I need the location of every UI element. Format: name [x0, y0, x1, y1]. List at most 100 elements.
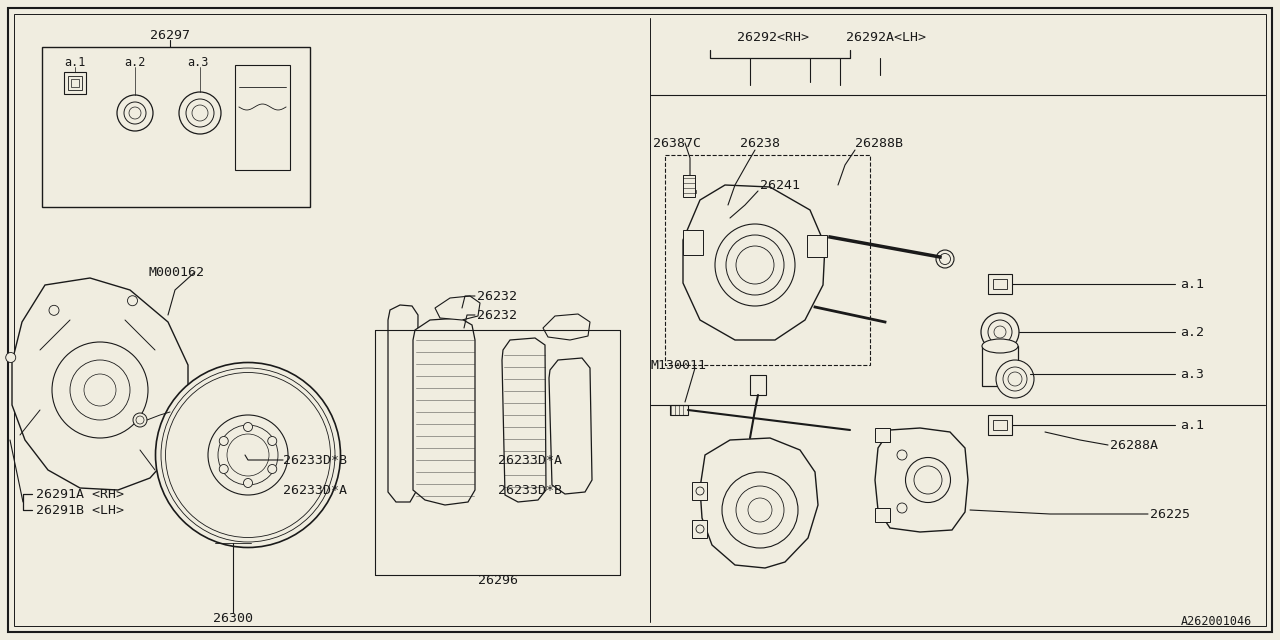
- Bar: [982, 346, 1018, 386]
- Ellipse shape: [165, 372, 330, 538]
- Text: a.1: a.1: [1180, 278, 1204, 291]
- Bar: [684, 175, 695, 197]
- Text: M000162: M000162: [148, 266, 204, 278]
- Ellipse shape: [721, 218, 730, 226]
- Text: 26288A: 26288A: [1110, 438, 1158, 451]
- Ellipse shape: [5, 353, 15, 362]
- Polygon shape: [876, 428, 968, 532]
- Ellipse shape: [116, 95, 154, 131]
- Circle shape: [84, 374, 116, 406]
- Polygon shape: [700, 438, 818, 568]
- Ellipse shape: [905, 458, 951, 502]
- Ellipse shape: [124, 102, 146, 124]
- Ellipse shape: [268, 436, 276, 445]
- Polygon shape: [435, 296, 480, 320]
- Bar: [684, 175, 692, 178]
- Bar: [68, 76, 82, 90]
- Text: 26232: 26232: [477, 308, 517, 321]
- Bar: [988, 274, 1012, 294]
- Bar: [685, 187, 695, 190]
- Text: 26233D*B: 26233D*B: [283, 454, 347, 467]
- Ellipse shape: [726, 235, 785, 295]
- Text: 26292<RH>: 26292<RH>: [737, 31, 809, 44]
- Ellipse shape: [897, 450, 908, 460]
- Ellipse shape: [268, 465, 276, 474]
- Ellipse shape: [1004, 367, 1027, 391]
- Polygon shape: [543, 314, 590, 340]
- Text: 26232: 26232: [477, 289, 517, 303]
- Ellipse shape: [161, 368, 335, 542]
- Text: a.1: a.1: [64, 56, 86, 68]
- Ellipse shape: [1009, 372, 1021, 386]
- Bar: [684, 181, 694, 184]
- Ellipse shape: [718, 215, 732, 229]
- Text: 26300: 26300: [212, 611, 253, 625]
- Ellipse shape: [155, 362, 340, 547]
- Ellipse shape: [988, 320, 1012, 344]
- Bar: [988, 415, 1012, 435]
- Polygon shape: [502, 338, 547, 502]
- Ellipse shape: [186, 99, 214, 127]
- Ellipse shape: [136, 416, 145, 424]
- Bar: [669, 405, 689, 415]
- Text: 26297: 26297: [150, 29, 189, 42]
- Ellipse shape: [736, 246, 774, 284]
- Ellipse shape: [980, 313, 1019, 351]
- Bar: [236, 65, 291, 170]
- Text: a.2: a.2: [124, 56, 146, 68]
- Text: 26291A <RH>: 26291A <RH>: [36, 488, 124, 500]
- Ellipse shape: [49, 305, 59, 316]
- Ellipse shape: [914, 466, 942, 494]
- Ellipse shape: [219, 436, 228, 445]
- Ellipse shape: [179, 92, 221, 134]
- Ellipse shape: [696, 487, 704, 495]
- Bar: [876, 428, 890, 442]
- Bar: [684, 178, 694, 181]
- Text: a.3: a.3: [187, 56, 209, 68]
- Text: 26238: 26238: [740, 136, 780, 150]
- Bar: [750, 375, 765, 395]
- Ellipse shape: [696, 525, 704, 533]
- Ellipse shape: [716, 224, 795, 306]
- Ellipse shape: [227, 434, 269, 476]
- Ellipse shape: [940, 253, 951, 264]
- Text: 26291B <LH>: 26291B <LH>: [36, 504, 124, 516]
- Text: A262001046: A262001046: [1180, 615, 1252, 628]
- Bar: [666, 155, 870, 365]
- Text: 26292A<LH>: 26292A<LH>: [846, 31, 925, 44]
- Ellipse shape: [218, 425, 278, 485]
- Text: 26233D*B: 26233D*B: [498, 483, 562, 497]
- Circle shape: [722, 472, 797, 548]
- Text: a.1: a.1: [1180, 419, 1204, 431]
- Circle shape: [70, 360, 131, 420]
- Ellipse shape: [995, 326, 1006, 338]
- Circle shape: [52, 342, 148, 438]
- Text: 26233D*A: 26233D*A: [283, 483, 347, 497]
- Text: a.2: a.2: [1180, 326, 1204, 339]
- Text: 26288B: 26288B: [855, 136, 902, 150]
- Ellipse shape: [936, 250, 954, 268]
- Circle shape: [748, 498, 772, 522]
- Polygon shape: [12, 278, 188, 490]
- Ellipse shape: [243, 422, 252, 431]
- Ellipse shape: [129, 107, 141, 119]
- Ellipse shape: [897, 503, 908, 513]
- Ellipse shape: [209, 415, 288, 495]
- Bar: [64, 72, 86, 94]
- Text: M130011: M130011: [650, 358, 707, 371]
- Text: 26296: 26296: [477, 573, 518, 586]
- Bar: [876, 508, 890, 522]
- Ellipse shape: [128, 296, 137, 306]
- Polygon shape: [549, 358, 593, 494]
- Ellipse shape: [982, 339, 1018, 353]
- Bar: [70, 79, 79, 87]
- Circle shape: [736, 486, 785, 534]
- Text: 26387C: 26387C: [653, 136, 701, 150]
- Text: a.3: a.3: [1180, 367, 1204, 381]
- Ellipse shape: [133, 413, 147, 427]
- Ellipse shape: [996, 360, 1034, 398]
- Ellipse shape: [219, 465, 228, 474]
- Text: 26241: 26241: [760, 179, 800, 191]
- Bar: [692, 520, 707, 538]
- Bar: [686, 190, 695, 193]
